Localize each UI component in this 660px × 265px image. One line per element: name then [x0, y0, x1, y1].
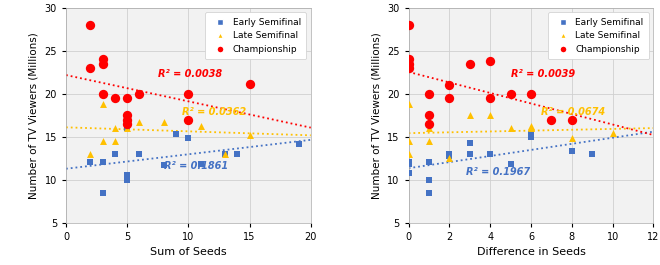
Point: [526, 92, 537, 96]
Point: [110, 152, 120, 156]
Point: [183, 117, 193, 122]
Point: [98, 191, 108, 195]
Point: [526, 135, 537, 139]
X-axis label: Difference in Seeds: Difference in Seeds: [477, 247, 585, 257]
Text: R² = 0.0362: R² = 0.0362: [182, 107, 246, 117]
Point: [506, 92, 516, 96]
Point: [85, 23, 96, 27]
Point: [444, 152, 455, 156]
Point: [158, 120, 169, 124]
Text: R² = 0.0674: R² = 0.0674: [541, 107, 605, 117]
Point: [98, 57, 108, 61]
Point: [485, 96, 496, 100]
Point: [403, 102, 414, 106]
Point: [110, 139, 120, 143]
X-axis label: Sum of Seeds: Sum of Seeds: [150, 247, 226, 257]
Point: [424, 191, 434, 195]
Point: [293, 142, 304, 146]
Point: [566, 149, 577, 153]
Point: [444, 154, 455, 159]
Point: [526, 124, 537, 129]
Text: R² = 0.0039: R² = 0.0039: [511, 69, 575, 79]
Point: [183, 92, 193, 96]
Point: [158, 163, 169, 167]
Text: R² = 0.1967: R² = 0.1967: [466, 167, 530, 177]
Point: [244, 133, 255, 137]
Point: [444, 96, 455, 100]
Point: [122, 126, 133, 130]
Point: [134, 120, 145, 124]
Point: [122, 126, 133, 130]
Text: R² = 0.0038: R² = 0.0038: [158, 69, 222, 79]
Point: [232, 152, 243, 156]
Point: [85, 152, 96, 156]
Point: [546, 117, 556, 122]
Point: [122, 113, 133, 117]
Point: [134, 92, 145, 96]
Point: [98, 102, 108, 106]
Point: [424, 139, 434, 143]
Point: [403, 139, 414, 143]
Point: [566, 117, 577, 122]
Point: [85, 160, 96, 165]
Point: [485, 152, 496, 156]
Point: [403, 57, 414, 61]
Point: [424, 178, 434, 182]
Point: [424, 126, 434, 130]
Y-axis label: Number of TV Viewers (Millions): Number of TV Viewers (Millions): [372, 32, 381, 199]
Point: [424, 122, 434, 126]
Point: [183, 136, 193, 140]
Point: [403, 66, 414, 70]
Point: [465, 113, 475, 117]
Point: [122, 96, 133, 100]
Point: [465, 62, 475, 66]
Point: [506, 162, 516, 166]
Point: [122, 173, 133, 178]
Point: [607, 131, 618, 135]
Point: [183, 117, 193, 122]
Point: [485, 113, 496, 117]
Point: [587, 152, 597, 156]
Point: [98, 92, 108, 96]
Point: [424, 113, 434, 117]
Point: [220, 152, 230, 156]
Point: [403, 162, 414, 166]
Point: [244, 81, 255, 86]
Point: [171, 132, 182, 136]
Legend: Early Semifinal, Late Semifinal, Championship: Early Semifinal, Late Semifinal, Champio…: [548, 12, 649, 59]
Point: [134, 152, 145, 156]
Point: [220, 152, 230, 156]
Point: [424, 92, 434, 96]
Point: [403, 160, 414, 165]
Point: [403, 62, 414, 66]
Point: [122, 178, 133, 182]
Point: [506, 126, 516, 130]
Point: [444, 156, 455, 160]
Point: [444, 83, 455, 87]
Point: [195, 124, 206, 129]
Point: [485, 59, 496, 63]
Point: [465, 152, 475, 156]
Point: [122, 113, 133, 117]
Point: [122, 122, 133, 126]
Text: R² = 0.1861: R² = 0.1861: [164, 161, 228, 171]
Point: [403, 171, 414, 175]
Point: [98, 62, 108, 66]
Point: [526, 132, 537, 136]
Point: [110, 126, 120, 130]
Point: [110, 96, 120, 100]
Point: [98, 160, 108, 165]
Point: [403, 23, 414, 27]
Point: [465, 141, 475, 145]
Point: [85, 66, 96, 70]
Point: [566, 136, 577, 140]
Y-axis label: Number of TV Viewers (Millions): Number of TV Viewers (Millions): [29, 32, 39, 199]
Point: [526, 126, 537, 130]
Point: [98, 139, 108, 143]
Point: [195, 162, 206, 166]
Point: [122, 117, 133, 122]
Point: [403, 152, 414, 156]
Point: [424, 160, 434, 165]
Legend: Early Semifinal, Late Semifinal, Championship: Early Semifinal, Late Semifinal, Champio…: [205, 12, 306, 59]
